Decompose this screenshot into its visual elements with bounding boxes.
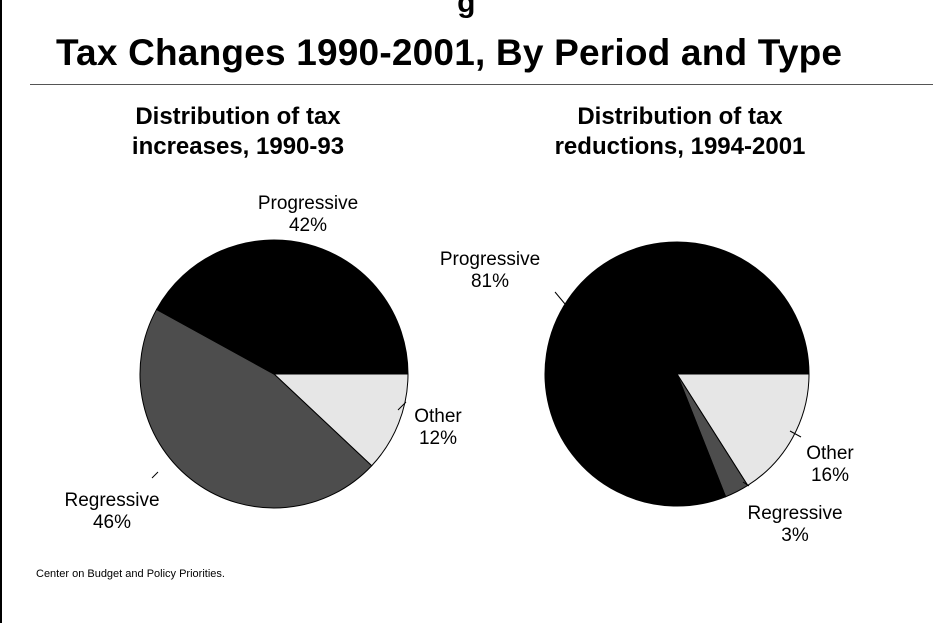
pie2-leader-progressive — [554, 291, 566, 305]
pie1-leader-progressive — [304, 252, 313, 260]
pie2-value-progressive: 81% — [471, 271, 509, 292]
cropped-top-title: g — [457, 0, 476, 19]
pie2-leader-regressive — [742, 481, 750, 487]
pie2-leader-other — [789, 430, 802, 438]
pie1-slice-other — [272, 373, 409, 467]
pie1-slice-progressive — [155, 239, 409, 375]
pie1-slice-regressive — [139, 308, 373, 509]
pie2-value-regressive: 3% — [781, 525, 809, 546]
slide-left-border — [0, 0, 2, 623]
right-chart-title-line-1: Distribution of tax — [577, 103, 783, 130]
pie2-value-other: 16% — [811, 465, 849, 486]
pie1-label-progressive: Progressive — [258, 193, 358, 214]
left-chart-title: Distribution of tax increases, 1990-93 — [78, 102, 398, 162]
pie2-slice-progressive — [544, 241, 810, 507]
right-chart-title-line-2: reductions, 1994-2001 — [554, 133, 806, 160]
pie2-label-other: Other — [806, 443, 854, 464]
right-chart-title: Distribution of tax reductions, 1994-200… — [520, 102, 840, 162]
source-note: Center on Budget and Policy Priorities. — [36, 568, 225, 580]
pie2-label-regressive: Regressive — [747, 503, 842, 524]
pie1-value-other: 12% — [419, 428, 457, 449]
pie2-label-progressive: Progressive — [440, 249, 540, 270]
pie1-label-regressive: Regressive — [64, 490, 159, 511]
pie1-value-regressive: 46% — [93, 512, 131, 533]
left-chart-title-line-2: increases, 1990-93 — [131, 133, 345, 160]
left-chart-title-line-1: Distribution of tax — [135, 103, 341, 130]
pie1-leader-other — [397, 401, 407, 411]
pie1-leader-regressive — [151, 471, 159, 479]
pie1-value-progressive: 42% — [289, 215, 327, 236]
page-title: Tax Changes 1990-2001, By Period and Typ… — [56, 32, 843, 73]
title-divider — [30, 84, 933, 85]
pie2-slice-other — [676, 373, 810, 487]
pie1-label-other: Other — [414, 406, 462, 427]
